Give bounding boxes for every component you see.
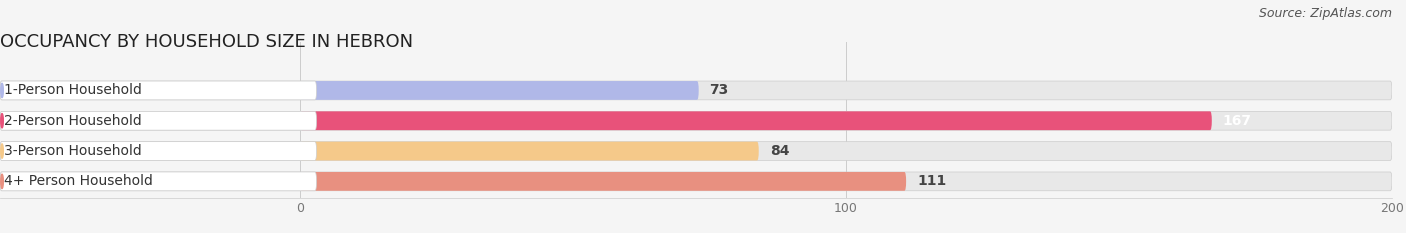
Text: OCCUPANCY BY HOUSEHOLD SIZE IN HEBRON: OCCUPANCY BY HOUSEHOLD SIZE IN HEBRON bbox=[0, 33, 413, 51]
Text: 4+ Person Household: 4+ Person Household bbox=[4, 174, 153, 188]
FancyBboxPatch shape bbox=[0, 81, 316, 100]
FancyBboxPatch shape bbox=[0, 142, 1392, 161]
Text: 1-Person Household: 1-Person Household bbox=[4, 83, 142, 97]
FancyBboxPatch shape bbox=[0, 111, 1392, 130]
FancyBboxPatch shape bbox=[0, 172, 316, 191]
FancyBboxPatch shape bbox=[0, 81, 1392, 100]
Circle shape bbox=[1, 144, 3, 158]
FancyBboxPatch shape bbox=[301, 111, 1212, 130]
FancyBboxPatch shape bbox=[0, 172, 1392, 191]
FancyBboxPatch shape bbox=[301, 172, 905, 191]
Circle shape bbox=[1, 114, 3, 128]
Text: Source: ZipAtlas.com: Source: ZipAtlas.com bbox=[1258, 7, 1392, 20]
Text: 111: 111 bbox=[917, 174, 946, 188]
FancyBboxPatch shape bbox=[301, 142, 759, 161]
Text: 84: 84 bbox=[769, 144, 789, 158]
FancyBboxPatch shape bbox=[0, 142, 316, 161]
FancyBboxPatch shape bbox=[0, 111, 316, 130]
Text: 3-Person Household: 3-Person Household bbox=[4, 144, 142, 158]
Text: 73: 73 bbox=[710, 83, 728, 97]
FancyBboxPatch shape bbox=[301, 81, 699, 100]
Circle shape bbox=[1, 174, 3, 188]
Text: 2-Person Household: 2-Person Household bbox=[4, 114, 142, 128]
Text: 167: 167 bbox=[1223, 114, 1251, 128]
Circle shape bbox=[1, 83, 3, 98]
